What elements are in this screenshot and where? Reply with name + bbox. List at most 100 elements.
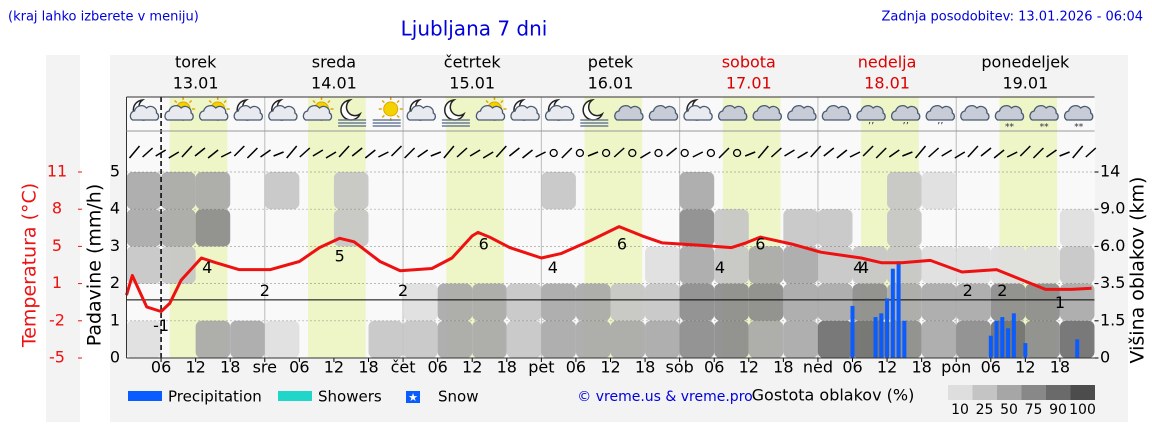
wind-barb: [286, 145, 298, 159]
weather-icon: [580, 99, 609, 127]
temp-tick-label: 11: [47, 162, 67, 181]
x-tick-label: 06: [981, 358, 1001, 377]
x-tick-label: 18: [635, 358, 655, 377]
wind-barb: [823, 147, 835, 157]
y-tick-label: 0: [110, 348, 120, 367]
cloud-cell: [472, 320, 507, 358]
sun-ray: [223, 99, 227, 104]
wind-barb: [351, 147, 363, 157]
weather-icon: [544, 99, 575, 121]
y2-tick-label: 6.0: [1100, 236, 1125, 255]
cloud: [164, 105, 194, 121]
cloud: [994, 105, 1025, 121]
day-name: petek: [588, 53, 634, 72]
cloud-cell: [852, 246, 888, 284]
wind-barb: [1072, 145, 1084, 159]
y-tick-label: 4: [110, 199, 120, 218]
cloud-cell: [714, 209, 749, 247]
cloud: [925, 105, 956, 121]
calm: [628, 148, 637, 158]
legend-swatch: [128, 391, 162, 401]
wind-barb: [495, 145, 507, 158]
x-tick-label: 12: [877, 358, 897, 377]
snow: **: [1005, 123, 1015, 133]
cloud-cell: [126, 209, 162, 247]
wind-barb: [168, 151, 180, 159]
calm: [654, 148, 663, 158]
legend-swatch: [278, 391, 312, 401]
cloud-legend-box: [972, 385, 997, 400]
wind-barb: [587, 151, 599, 157]
wind-barb: [430, 151, 442, 157]
weather-icon: [372, 97, 403, 127]
wind-barb: [993, 149, 1005, 159]
y2-tick-label: 9.0: [1100, 199, 1125, 218]
wind-barb: [849, 151, 861, 158]
x-tick-label: čet: [391, 358, 416, 377]
cloud: [129, 105, 160, 121]
x-tick-label: 06: [842, 358, 862, 377]
day-date: 19.01: [1002, 74, 1048, 93]
cloud: [406, 105, 437, 121]
temperature-label: 4: [548, 258, 558, 277]
cloud-legend-label: 50: [1000, 402, 1018, 418]
wind-barb: [613, 147, 625, 158]
weather-icon: [510, 99, 540, 121]
cloud: [648, 105, 679, 121]
wind-barb: [508, 147, 520, 157]
temperature-line: [125, 225, 1092, 313]
weather-icon: [787, 105, 817, 121]
cloud-cell: [921, 283, 957, 321]
y-tick-label: 5: [110, 162, 120, 181]
cloud-cell: [264, 172, 300, 210]
x-tick-label: 06: [704, 358, 724, 377]
y2-tick-label: 14: [1100, 162, 1120, 181]
rain: ’’: [937, 121, 943, 132]
temp-tick-label: -5: [49, 348, 65, 367]
weather-icon: [441, 99, 470, 127]
wind-barb: [273, 151, 284, 157]
weather-icon: [129, 99, 160, 121]
cloud-cell: [956, 320, 991, 358]
cloud-cell: [921, 172, 957, 210]
credit: © vreme.us & vreme.pro: [577, 389, 752, 405]
x-tick-label: 12: [462, 358, 482, 377]
cloud-legend-label: 100: [1069, 402, 1096, 418]
cloud: [1063, 105, 1094, 121]
temperature-axis-title: Temperatura (°C): [19, 183, 41, 348]
sun-ray: [208, 99, 212, 104]
wind-barb: [836, 149, 848, 159]
cloud-axis-title: Višina oblakov (km): [1127, 177, 1149, 364]
precip-bar: [902, 320, 907, 358]
calm: [706, 148, 716, 158]
day-date: 18.01: [864, 74, 910, 93]
cloud-cell: [161, 209, 196, 247]
header-note: (kraj lahko izberete v meniju): [8, 10, 199, 25]
precip-bar: [873, 317, 878, 358]
cloud-cell: [679, 209, 715, 247]
temp-panel: [46, 55, 80, 422]
precip-bar: [1006, 328, 1011, 358]
cloud-cell: [817, 209, 853, 247]
cloud-cell: [195, 172, 231, 210]
temperature-label: 6: [755, 235, 765, 254]
weather-icon: [821, 105, 852, 121]
day-date: 13.01: [173, 74, 219, 93]
chart-title: Ljubljana 7 dni: [401, 17, 548, 41]
calm: [549, 148, 558, 158]
wind-barb: [469, 149, 481, 157]
legend-star: ★: [408, 391, 418, 404]
weather-icon: [338, 99, 367, 127]
temperature-label: 2: [997, 281, 1007, 300]
rain: ’’: [903, 121, 909, 132]
wind-barb: [378, 151, 389, 158]
day-name: sobota: [722, 53, 776, 72]
cloud-cell: [575, 320, 611, 358]
cloud-cell: [1059, 283, 1095, 321]
cloud-cell: [679, 246, 715, 284]
x-tick-label: 12: [324, 358, 344, 377]
wind-barb: [456, 147, 468, 158]
cloud-cell: [541, 172, 576, 210]
temperature-label: 4: [202, 258, 212, 277]
rain: ’’: [868, 121, 874, 132]
